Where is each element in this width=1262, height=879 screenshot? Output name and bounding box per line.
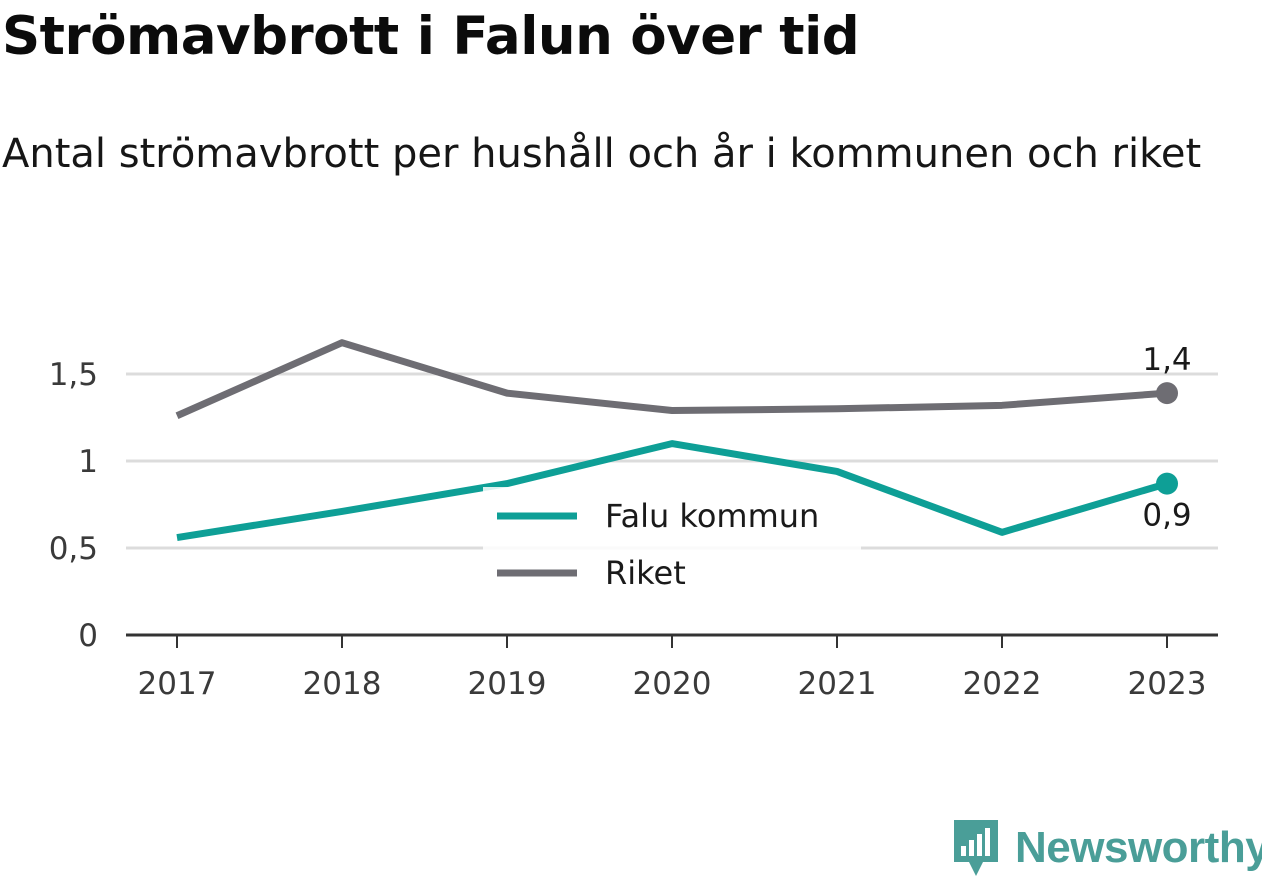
end-point-riket	[1156, 382, 1178, 405]
x-tick-label: 2021	[798, 666, 877, 702]
chart-title: Strömavbrott i Falun över tid	[2, 6, 860, 67]
x-tick-label: 2022	[963, 666, 1042, 702]
data-labels: 1,4 0,9	[1142, 342, 1191, 533]
chart-subtitle: Antal strömavbrott per hushåll och år i …	[2, 131, 1202, 177]
end-point-falu-kommun	[1156, 472, 1178, 495]
series	[175, 339, 1178, 542]
x-axis-ticks: 2017 2018 2019 2020 2021 2022 2023	[126, 633, 1218, 702]
y-tick-label: 0	[78, 618, 98, 654]
y-tick-label: 0,5	[49, 531, 98, 567]
x-tick-label: 2018	[303, 666, 382, 702]
brand-name: Newsworthy	[1015, 823, 1262, 872]
x-tick-label: 2020	[633, 666, 712, 702]
data-label-riket: 1,4	[1142, 342, 1191, 378]
y-tick-label: 1	[78, 444, 98, 480]
x-tick-label: 2023	[1128, 666, 1207, 702]
y-axis-ticks: 0 0,5 1 1,5	[49, 357, 98, 654]
data-label-falu-kommun: 0,9	[1142, 498, 1191, 534]
y-tick-label: 1,5	[49, 357, 98, 393]
series-line-riket	[175, 339, 1168, 419]
legend-label: Falu kommun	[605, 497, 819, 535]
x-tick-label: 2017	[138, 666, 217, 702]
x-tick-label: 2019	[468, 666, 547, 702]
legend: Falu kommun Riket	[483, 487, 861, 597]
legend-background	[483, 487, 861, 597]
legend-label: Riket	[605, 554, 686, 592]
newsworthy-icon	[954, 820, 998, 876]
newsworthy-logo: Newsworthy	[951, 818, 1262, 878]
series-line-falu-kommun	[176, 440, 1168, 542]
